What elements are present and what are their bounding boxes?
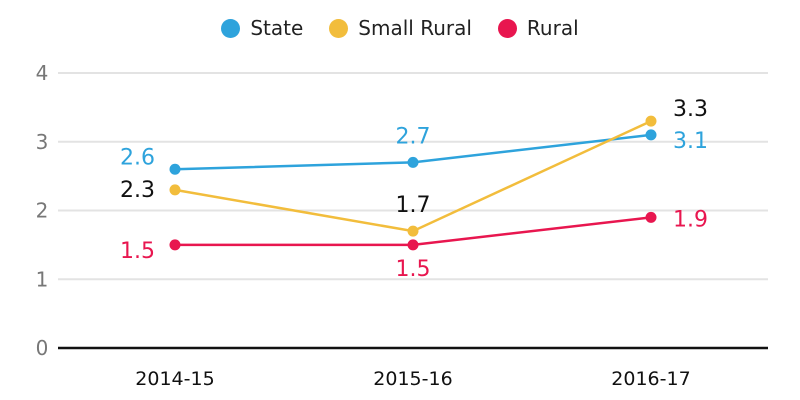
legend-item-state[interactable]: State [221, 16, 303, 40]
data-label-state-2016-17: 3.1 [673, 129, 708, 154]
data-label-rural-2016-17: 1.9 [673, 207, 708, 232]
legend-item-rural[interactable]: Rural [497, 16, 579, 40]
data-point-small-rural-2016-17 [645, 115, 657, 127]
x-tick-label-2016-17: 2016-17 [611, 368, 690, 390]
x-tick-label-2015-16: 2015-16 [373, 368, 452, 390]
y-tick-label-0: 0 [36, 336, 49, 360]
y-tick-label-2: 2 [36, 199, 49, 223]
legend-item-small-rural[interactable]: Small Rural [329, 16, 472, 40]
data-label-state-2015-16: 2.7 [396, 124, 431, 149]
data-label-small-rural-2015-16: 1.7 [396, 193, 431, 218]
data-point-state-2014-15 [169, 163, 181, 175]
legend-label-rural: Rural [526, 16, 579, 40]
data-point-state-2015-16 [407, 156, 419, 168]
data-point-rural-2016-17 [645, 211, 657, 223]
data-point-state-2016-17 [645, 129, 657, 141]
legend: State Small Rural Rural [0, 16, 800, 40]
legend-label-small-rural: Small Rural [358, 16, 472, 40]
y-tick-label-4: 4 [36, 61, 49, 85]
data-point-small-rural-2014-15 [169, 184, 181, 196]
y-tick-label-3: 3 [36, 130, 49, 154]
legend-swatch-small-rural [329, 18, 349, 38]
data-label-small-rural-2016-17: 3.3 [673, 97, 708, 122]
data-label-rural-2014-15: 1.5 [120, 239, 155, 264]
data-point-rural-2015-16 [407, 239, 419, 251]
data-point-rural-2014-15 [169, 239, 181, 251]
data-point-small-rural-2015-16 [407, 225, 419, 237]
data-label-small-rural-2014-15: 2.3 [120, 178, 155, 203]
legend-label-state: State [250, 16, 304, 40]
data-label-rural-2015-16: 1.5 [396, 257, 431, 282]
legend-swatch-rural [497, 18, 517, 38]
y-tick-label-1: 1 [36, 267, 49, 291]
x-tick-label-2014-15: 2014-15 [135, 368, 214, 390]
data-label-state-2014-15: 2.6 [120, 145, 155, 170]
legend-swatch-state [221, 18, 241, 38]
